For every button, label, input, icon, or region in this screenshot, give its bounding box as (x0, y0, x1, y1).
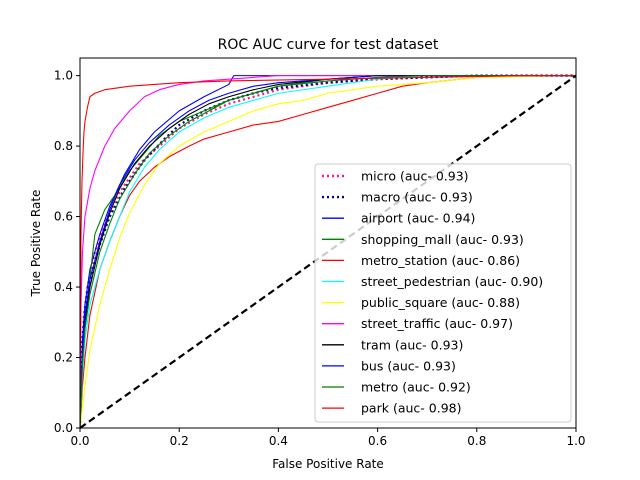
x-tick-label: 0.4 (269, 434, 288, 448)
plot-frame (79, 57, 577, 429)
chart-title: ROC AUC curve for test dataset (218, 37, 439, 53)
y-tick-label: 0.6 (54, 210, 73, 224)
roc-series-line-11 (80, 75, 576, 428)
y-tick-label: 0.8 (54, 139, 73, 153)
roc-series-line-2 (80, 75, 576, 428)
roc-series-line-5 (80, 75, 576, 428)
legend-label-11: park (auc- 0.98) (361, 401, 461, 416)
x-tick-label: 0.6 (368, 434, 387, 448)
legend-label-7: street_traffic (auc- 0.97) (361, 316, 513, 331)
y-axis: 0.0 0.2 0.4 0.6 0.8 1.0 (54, 69, 80, 435)
legend-label-5: street_pedestrian (auc- 0.90) (361, 274, 543, 289)
roc-series-line-9 (80, 75, 576, 428)
series-layer (80, 74, 576, 428)
y-tick-label: 1.0 (54, 69, 73, 83)
legend-label-4: metro_station (auc- 0.86) (361, 253, 520, 268)
y-tick-label: 0.0 (54, 421, 73, 435)
roc-series-line-7 (80, 75, 576, 428)
roc-series-line-10 (80, 75, 576, 428)
legend-label-9: bus (auc- 0.93) (361, 358, 456, 373)
legend-label-8: tram (auc- 0.93) (361, 337, 463, 352)
legend-label-3: shopping_mall (auc- 0.93) (361, 232, 524, 247)
x-tick-label: 0.0 (70, 434, 89, 448)
x-tick-label: 0.8 (467, 434, 486, 448)
legend-label-0: micro (auc- 0.93) (361, 169, 469, 184)
roc-series-line-3 (80, 75, 576, 428)
y-axis-label: True Positive Rate (29, 190, 43, 298)
legend: micro (auc- 0.93) macro (auc- 0.93) airpor… (314, 163, 572, 423)
roc-series-line-6 (80, 75, 576, 428)
y-tick-label: 0.4 (54, 280, 73, 294)
y-tick-label: 0.2 (54, 351, 73, 365)
legend-label-10: metro (auc- 0.92) (361, 380, 471, 395)
chance-diagonal-line (79, 74, 577, 429)
legend-label-2: airport (auc- 0.94) (361, 211, 475, 226)
legend-box (314, 163, 572, 423)
x-tick-label: 0.2 (170, 434, 189, 448)
x-axis-label: False Positive Rate (272, 457, 384, 471)
legend-label-6: public_square (auc- 0.88) (361, 295, 520, 310)
legend-label-1: macro (auc- 0.93) (361, 190, 473, 205)
x-tick-label: 1.0 (566, 434, 585, 448)
x-axis: 0.0 0.2 0.4 0.6 0.8 1.0 (70, 428, 586, 448)
roc-series-line-8 (80, 75, 576, 428)
roc-series-line-1 (80, 74, 576, 428)
